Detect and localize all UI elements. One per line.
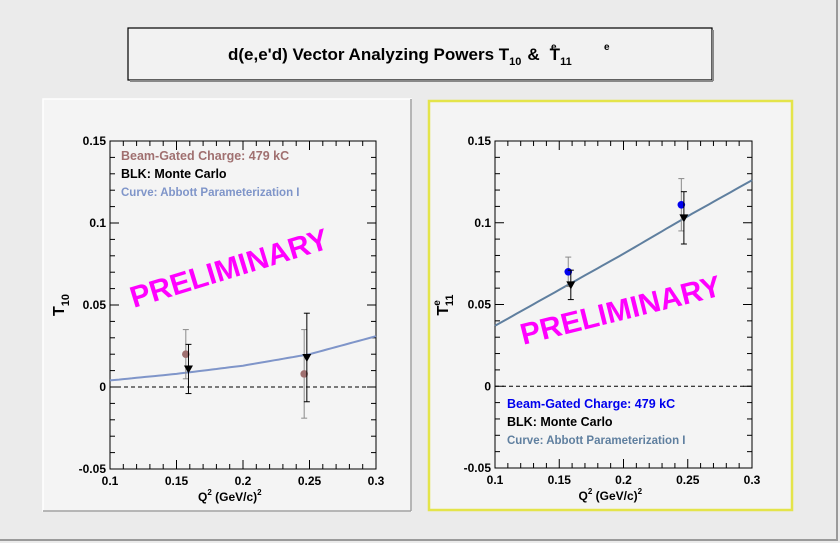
legend-entry: BLK: Monte Carlo	[507, 415, 613, 429]
legend-entry: BLK: Monte Carlo	[121, 167, 227, 181]
x-axis-label: Q2 (GeV/c)2	[198, 488, 262, 504]
y-tick-label: 0.05	[83, 298, 107, 312]
x-axis-label-units-sup: 2	[257, 488, 262, 497]
title-main: d(e,e'd) Vector Analyzing Powers T	[228, 45, 510, 64]
title-box: d(e,e'd) Vector Analyzing Powers T10 & T11…	[127, 27, 714, 82]
x-tick-label: 0.25	[676, 473, 700, 487]
x-tick-label: 0.3	[368, 474, 385, 488]
data-point	[300, 370, 308, 378]
mc-point	[679, 214, 689, 223]
x-tick-label: 0.15	[548, 473, 572, 487]
y-tick-label: 0	[484, 379, 491, 393]
x-tick-label: 0.1	[487, 473, 504, 487]
y-tick-label: 0.15	[83, 134, 107, 148]
y-tick-label: 0	[99, 380, 106, 394]
x-axis-label-units: (GeV/c)	[592, 489, 637, 503]
y-axis-label-main: T	[51, 306, 68, 316]
y-tick-label: 0.1	[474, 216, 491, 230]
y-tick-label: 0.05	[468, 298, 492, 312]
chart-title: d(e,e'd) Vector Analyzing Powers T10 & T11	[228, 45, 572, 68]
y-axis-label: T10	[51, 294, 72, 316]
legend-entry: Beam-Gated Charge: 479 kC	[121, 149, 289, 163]
title-t11-sub: 11	[560, 56, 572, 68]
model-curve	[109, 335, 377, 382]
mc-point	[302, 353, 312, 362]
x-axis-label-sup: 2	[207, 488, 212, 497]
y-axis-label-sub: 11	[444, 295, 456, 307]
x-tick-label: 0.2	[615, 473, 632, 487]
x-tick-label: 0.1	[102, 474, 119, 488]
x-axis-label-units: (GeV/c)	[212, 490, 257, 504]
x-tick-label: 0.15	[165, 474, 189, 488]
title-t10-sup: e	[551, 42, 557, 53]
x-axis-label: Q2 (GeV/c)2	[579, 487, 643, 503]
title-t10-sub: 10	[509, 56, 521, 68]
data-point	[182, 350, 190, 359]
x-tick-label: 0.25	[298, 474, 322, 488]
x-axis-label-main: Q	[198, 490, 207, 504]
x-tick-label: 0.3	[744, 473, 761, 487]
y-tick-label: -0.05	[464, 461, 492, 475]
x-axis-label-units-sup: 2	[638, 487, 643, 496]
y-axis-label-sup: e	[432, 300, 443, 306]
title-amp: &	[527, 45, 539, 64]
legend-entry: Beam-Gated Charge: 479 kC	[507, 397, 675, 411]
x-axis-label-sup: 2	[588, 487, 593, 496]
mc-point	[566, 281, 576, 290]
data-point	[677, 200, 686, 209]
title-t11-sup: e	[604, 42, 610, 53]
y-axis-label: Te11	[432, 295, 456, 316]
y-tick-label: 0.15	[468, 134, 492, 148]
legend-entry: Curve: Abbott Parameterization I	[507, 435, 686, 447]
y-axis-label-main: T	[435, 305, 452, 315]
y-tick-label: -0.05	[79, 462, 107, 476]
y-axis-label-sub: 10	[60, 294, 72, 306]
mc-point	[183, 365, 193, 374]
y-tick-label: 0.1	[89, 216, 106, 230]
x-tick-label: 0.2	[235, 474, 252, 488]
legend-entry: Curve: Abbott Parameterization I	[121, 187, 300, 199]
x-axis-label-main: Q	[579, 489, 588, 503]
model-curve	[494, 179, 753, 327]
title-t11: T	[550, 45, 561, 64]
